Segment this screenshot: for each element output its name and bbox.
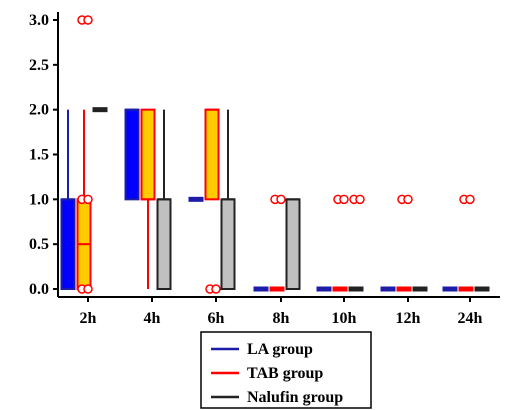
outlier-point: [403, 194, 413, 205]
y-tick-label: 3.0: [29, 12, 49, 29]
y-tick-label: 1.5: [29, 147, 49, 164]
outlier-point: [355, 194, 365, 205]
legend-entry: Nalufin group: [247, 389, 343, 406]
box-nalufin-group-4h: [156, 109, 172, 290]
box-nalufin-group-12h: [412, 286, 428, 292]
y-tick-label: 2.0: [29, 102, 49, 119]
box-tab-group-24h: [458, 194, 475, 292]
box-la-group-8h: [253, 286, 269, 292]
box-la-group-12h: [380, 286, 396, 292]
box-la-group-6h: [188, 196, 204, 202]
box-body: [285, 198, 301, 290]
legend: LA group TAB group Nalufin group: [200, 331, 372, 409]
outlier-point: [83, 15, 93, 25]
box-tab-group-2h: [76, 15, 93, 294]
axes: [57, 12, 500, 298]
x-tick-label: 24h: [458, 310, 483, 327]
box-body: [156, 198, 172, 290]
outlier-point: [211, 284, 221, 294]
plot-area: 0.0 0.5 1.0 1.5 2.0 2.5 3.0 2h 4h 6h 8h 10h 12h 24h: [29, 12, 490, 327]
box-la-group-2h: [60, 109, 76, 290]
box-nalufin-group-6h: [220, 109, 236, 290]
box-tab-group-4h: [140, 108, 156, 289]
box-la-group-24h: [442, 286, 458, 292]
outlier-point: [465, 194, 475, 205]
y-tick-label: 0.0: [29, 281, 49, 298]
box-body: [124, 108, 140, 201]
box-la-group-10h: [316, 286, 332, 292]
outlier-point: [276, 194, 286, 205]
x-tick-label: 4h: [144, 310, 161, 327]
box-nalufin-group-2h: [92, 107, 108, 113]
legend-box: [200, 331, 372, 409]
x-tick-label: 2h: [80, 310, 97, 327]
y-tick-label: 0.5: [29, 236, 49, 253]
outlier-point: [339, 194, 349, 205]
box-nalufin-group-10h: [348, 194, 365, 292]
box-tab-group-12h: [396, 194, 413, 292]
box-nalufin-group-8h: [285, 198, 301, 290]
box-tab-group-6h: [204, 108, 221, 294]
x-tick-label: 6h: [208, 310, 225, 327]
legend-entry: TAB group: [247, 365, 323, 382]
x-tick-label: 8h: [273, 310, 290, 327]
legend-entry: LA group: [247, 341, 313, 358]
box-la-group-4h: [124, 108, 140, 201]
box-tab-group-10h: [332, 194, 349, 292]
x-tick-label: 12h: [396, 310, 421, 327]
x-tick-label: 10h: [332, 310, 357, 327]
box-nalufin-group-24h: [474, 286, 490, 292]
box-body: [60, 198, 76, 290]
box-tab-group-8h: [269, 194, 286, 292]
outlier-point: [83, 194, 93, 205]
y-tick-label: 1.0: [29, 191, 49, 208]
box-body: [220, 198, 236, 290]
y-tick-label: 2.5: [29, 57, 49, 74]
outlier-point: [83, 284, 93, 294]
box-body: [204, 108, 220, 201]
box-body: [140, 108, 156, 201]
